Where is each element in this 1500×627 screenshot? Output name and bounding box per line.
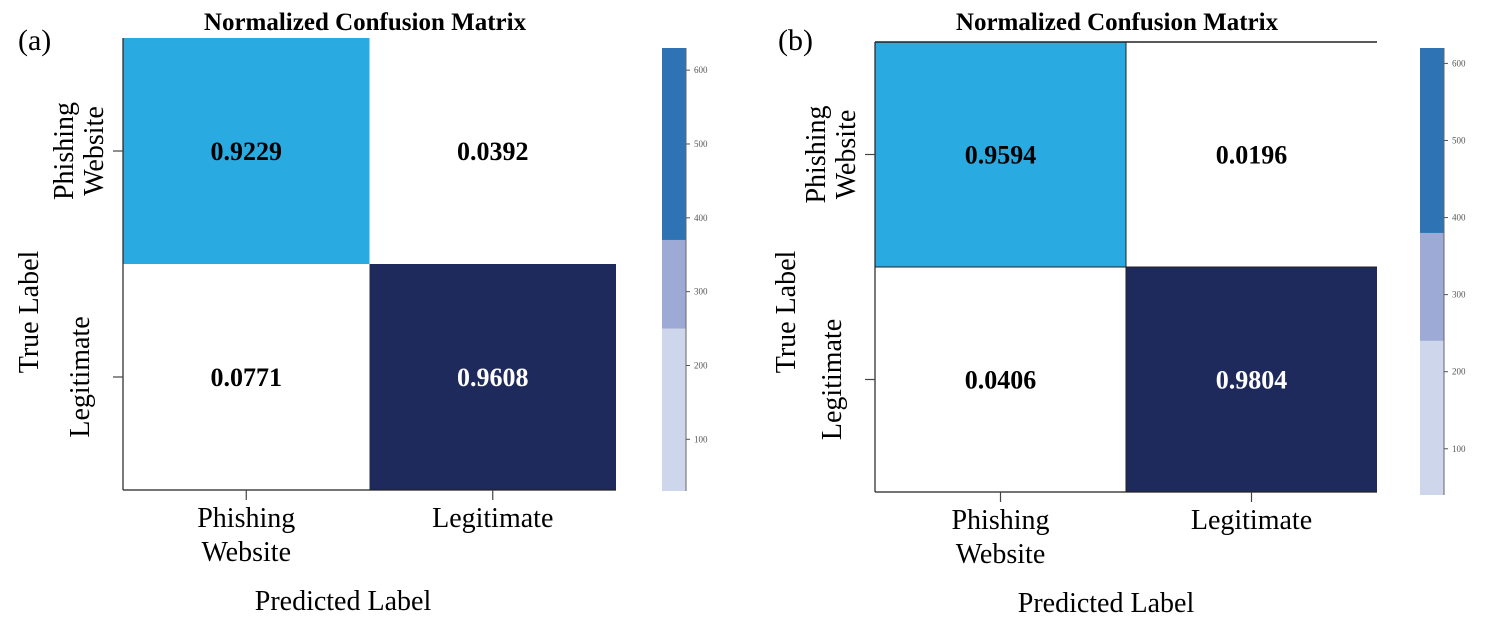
colorbar-tick-label: 600 [694,65,708,75]
y-tick-label-line: Website [79,106,110,196]
heatmap-cell-r0c0 [123,38,370,264]
x-tick-label-line: Legitimate [1191,505,1312,536]
colorbar-band-1 [662,239,686,329]
heatmap-cell-r1c1 [369,264,616,490]
colorbar-tick-label: 600 [1452,58,1466,68]
colorbar-tick-label: 400 [1452,213,1466,223]
colorbar-tick-label: 200 [694,360,708,370]
cell-value-label: 0.0196 [1216,141,1288,170]
colorbar-band-2 [1420,48,1444,233]
x-tick-label: Phishing Website [197,503,295,568]
cell-value-label: 0.9608 [457,363,529,392]
cell-value-label: 0.0771 [211,363,283,392]
panel-label: (b) [778,24,813,57]
x-axis-title: Predicted Label [255,586,432,617]
cell-value-label: 0.9229 [211,137,283,166]
colorbar-band-1 [1420,232,1444,341]
heatmap-cell-r1c0 [875,267,1126,492]
y-tick-label: Legitimate [65,316,96,437]
heatmap-cell-r0c1 [1126,42,1377,267]
heatmap-cell-r0c0 [875,42,1126,267]
y-tick-label: PhishingWebsite [49,102,110,200]
x-tick-label-line: Legitimate [432,503,553,534]
cell-value-label: 0.0406 [965,366,1037,395]
cell-value-label: 0.9804 [1216,366,1288,395]
x-tick-label: Legitimate [1191,505,1312,536]
x-tick-label-line: Phishing [951,505,1049,536]
colorbar-tick-label: 300 [1452,290,1466,300]
y-tick-label-line: Legitimate [817,319,848,440]
chart-title: Normalized Confusion Matrix [204,9,527,36]
y-tick-label-line: Phishing [49,102,80,200]
heatmap-cell-r1c0 [123,264,370,490]
colorbar-tick-label: 500 [1452,135,1466,145]
colorbar-tick-label: 500 [694,139,708,149]
chart-title: Normalized Confusion Matrix [956,9,1279,36]
x-axis-title: Predicted Label [1018,588,1195,619]
colorbar-tick-label: 200 [1452,367,1466,377]
x-tick-label-line: Phishing [197,503,295,534]
colorbar-tick-label: 300 [694,287,708,297]
heatmap-cell-r0c1 [369,38,616,264]
colorbar-tick-label: 100 [694,434,708,444]
cell-value-label: 0.9594 [965,141,1037,170]
y-axis-title: True Label [14,250,45,373]
colorbar-band-0 [1420,340,1444,495]
y-tick-label-line: Legitimate [65,316,96,437]
y-tick-label: PhishingWebsite [801,105,862,203]
x-tick-label: Phishing Website [951,505,1049,570]
x-tick-label-line: Website [956,539,1046,570]
y-tick-label: Legitimate [817,319,848,440]
colorbar-band-0 [662,328,686,491]
colorbar-tick-label: 400 [694,213,708,223]
y-tick-label-line: Phishing [801,105,832,203]
y-tick-label-line: Website [831,110,862,200]
x-tick-label-line: Website [202,537,292,568]
cell-value-label: 0.0392 [457,137,529,166]
y-axis-title: True Label [771,250,802,373]
x-tick-label: Legitimate [432,503,553,534]
colorbar-band-2 [662,48,686,240]
colorbar-tick-label: 100 [1452,444,1466,454]
panel-label: (a) [18,24,51,57]
heatmap-cell-r1c1 [1126,267,1377,492]
